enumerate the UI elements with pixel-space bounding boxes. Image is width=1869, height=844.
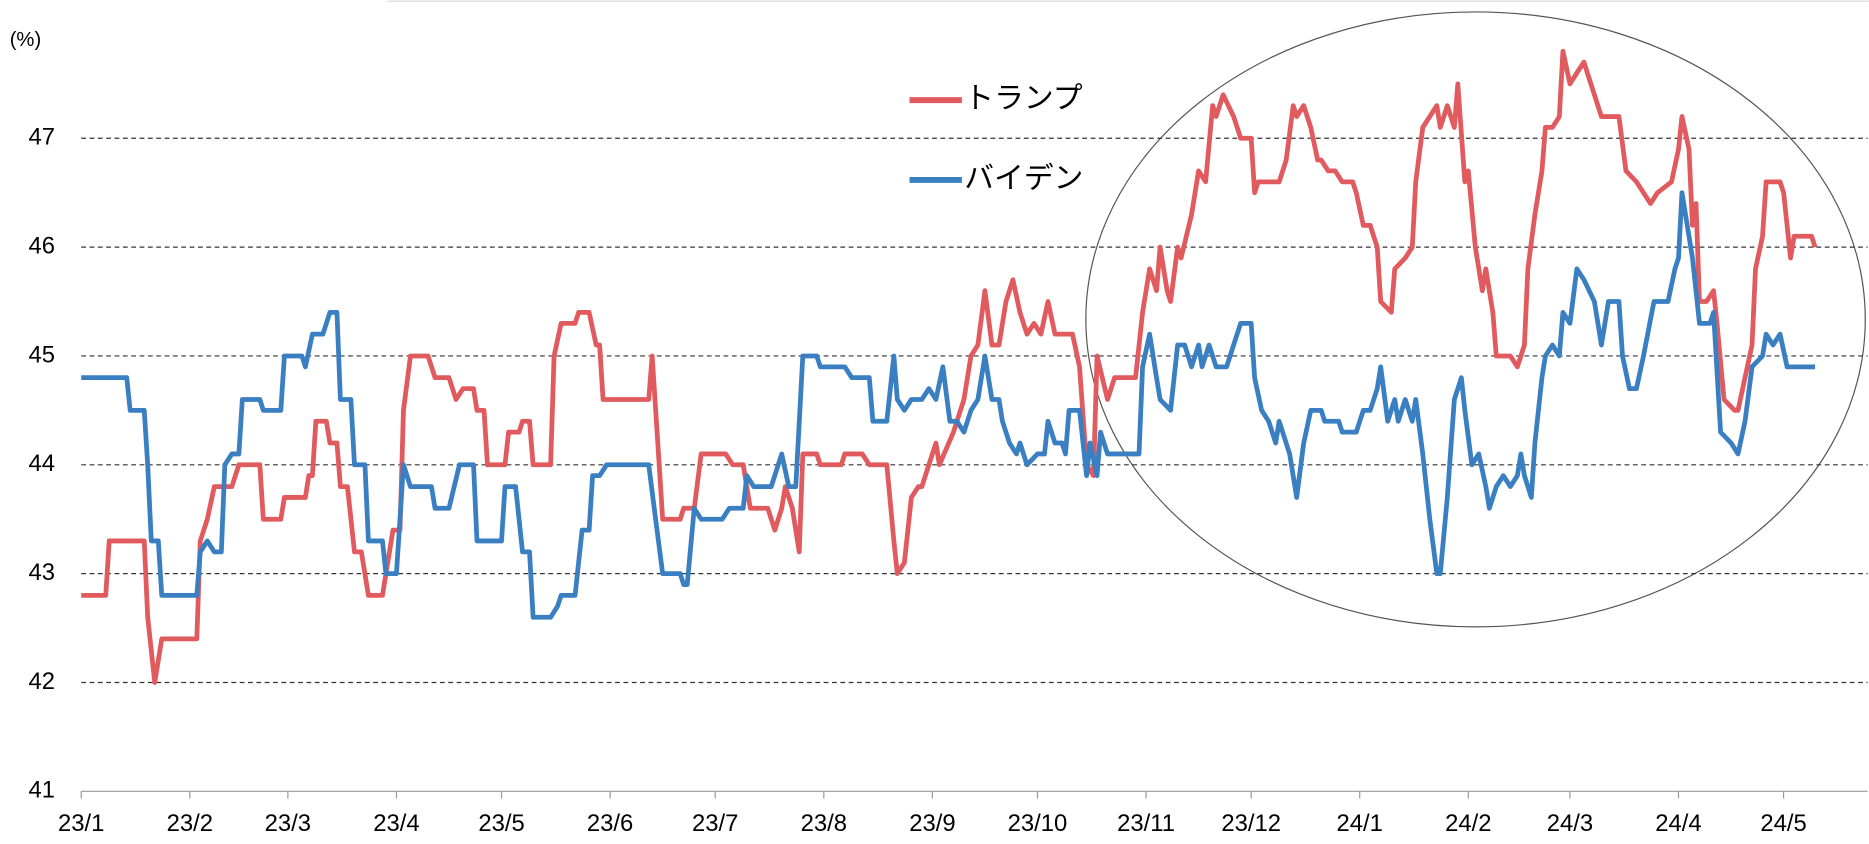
x-tick-label: 24/5 [1760, 810, 1806, 837]
x-tick-label: 23/6 [587, 810, 633, 837]
y-tick-label: 43 [28, 559, 55, 586]
x-tick-label: 23/2 [167, 810, 213, 837]
y-tick-label: 41 [28, 777, 55, 804]
x-tick-label: 23/3 [265, 810, 311, 837]
x-tick-label: 23/10 [1008, 810, 1068, 837]
y-tick-label: 45 [28, 341, 55, 368]
legend-label: トランプ [964, 82, 1082, 115]
x-tick-label: 23/8 [801, 810, 847, 837]
series-line [81, 48, 1818, 685]
y-tick-label: 44 [28, 450, 55, 477]
x-tick-label: 23/4 [373, 810, 419, 837]
series-line [81, 190, 1816, 620]
y-tick-label: 47 [28, 124, 55, 151]
x-tick-label: 24/2 [1445, 810, 1491, 837]
legend-label: バイデン [964, 162, 1083, 195]
y-axis-label: (%) [10, 29, 41, 51]
x-tick-label: 23/7 [692, 810, 738, 837]
x-tick-label: 23/11 [1117, 810, 1175, 837]
x-tick-label: 23/9 [909, 810, 955, 837]
y-tick-label: 42 [28, 668, 55, 695]
x-tick-label: 24/4 [1655, 810, 1701, 837]
highlight-ellipse [1085, 11, 1866, 628]
x-tick-label: 23/5 [478, 810, 524, 837]
x-tick-label: 24/1 [1337, 810, 1383, 837]
x-tick-label: 23/1 [58, 810, 104, 837]
x-tick-label: 23/12 [1221, 810, 1281, 837]
y-tick-label: 46 [28, 232, 55, 259]
x-tick-label: 24/3 [1547, 810, 1593, 837]
